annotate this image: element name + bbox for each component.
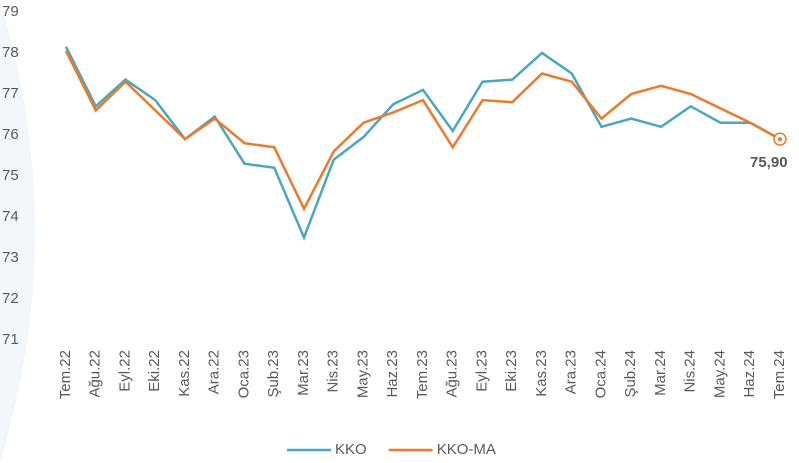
x-tick-label: Kas.23 — [533, 350, 550, 397]
y-tick-label: 75 — [2, 167, 19, 184]
x-tick-label: Mar.24 — [652, 350, 669, 396]
x-tick-label: Tem.24 — [771, 350, 788, 399]
y-tick-label: 73 — [2, 249, 19, 266]
x-tick-label: Ara.23 — [563, 350, 580, 394]
y-tick-label: 79 — [2, 3, 19, 20]
legend-label: KKO-MA — [437, 441, 496, 458]
x-tick-label: Şub.23 — [265, 350, 282, 398]
point-marker-dot — [778, 137, 782, 142]
x-tick-label: Mar.23 — [295, 350, 312, 396]
x-tick-label: Oca.24 — [592, 350, 609, 398]
y-tick-label: 71 — [2, 331, 19, 348]
x-tick-label: Eki.22 — [146, 350, 163, 392]
y-tick-label: 72 — [2, 290, 19, 307]
x-tick-label: Ağu.22 — [87, 350, 104, 398]
x-tick-label: Haz.23 — [384, 350, 401, 398]
series-line — [64, 46, 781, 241]
x-tick-label: Oca.23 — [235, 350, 252, 398]
x-tick-label: Eyl.23 — [473, 350, 490, 392]
x-tick-label: Eki.23 — [503, 350, 520, 392]
x-tick-label: Eyl.22 — [116, 350, 133, 392]
x-tick-label: Nis.24 — [682, 350, 699, 393]
x-tick-label: Haz.24 — [741, 350, 758, 398]
y-tick-label: 78 — [2, 44, 19, 61]
legend-label: KKO — [335, 441, 367, 458]
x-tick-label: Şub.24 — [622, 350, 639, 398]
y-tick-label: 77 — [2, 85, 19, 102]
series-line — [64, 50, 781, 212]
x-tick-label: Nis.23 — [325, 350, 342, 393]
x-tick-label: Ağu.23 — [444, 350, 461, 398]
x-tick-label: Kas.22 — [176, 350, 193, 397]
y-tick-label: 76 — [2, 126, 19, 143]
y-tick-label: 74 — [2, 208, 19, 225]
data-label: 75,90 — [750, 154, 788, 171]
x-tick-label: Tem.23 — [414, 350, 431, 399]
x-tick-label: Ara.22 — [206, 350, 223, 394]
x-tick-label: May.24 — [711, 350, 728, 398]
x-tick-label: Tem.22 — [57, 350, 74, 399]
background-arc — [0, 0, 35, 463]
x-tick-label: May.23 — [354, 350, 371, 398]
